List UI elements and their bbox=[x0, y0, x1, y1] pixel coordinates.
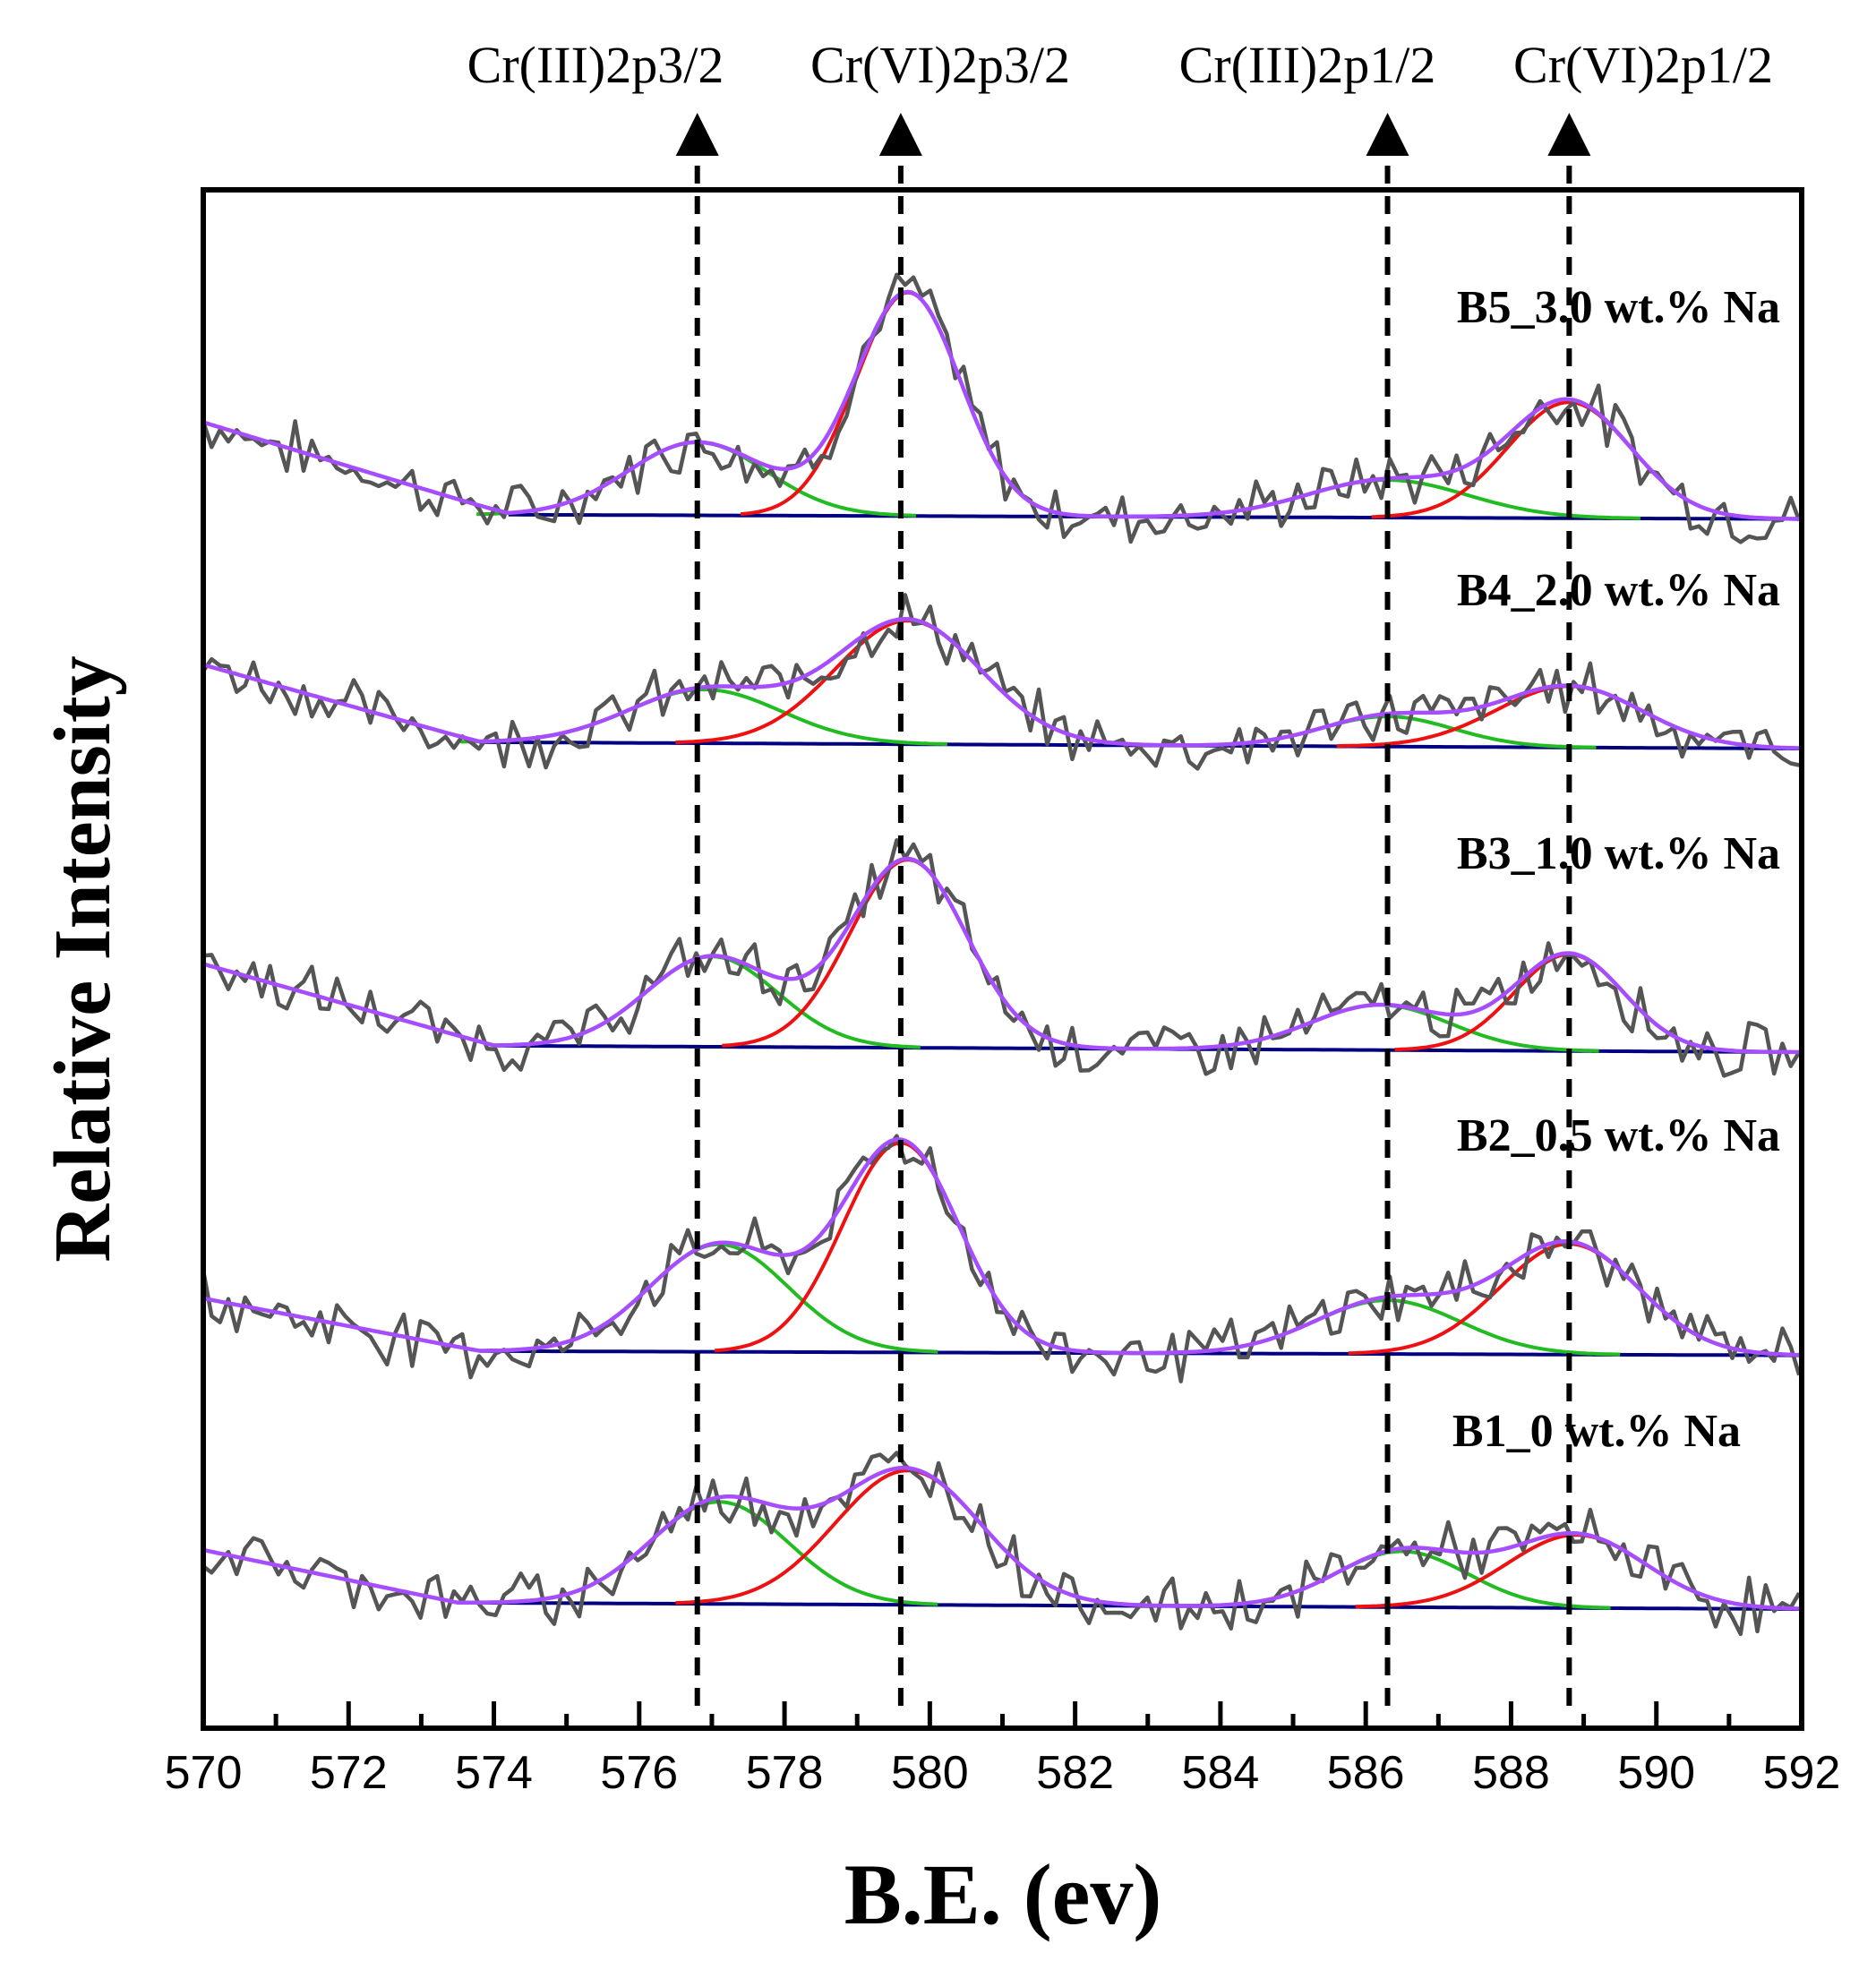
x-tick-label: 592 bbox=[1763, 1747, 1841, 1799]
x-tick-label: 586 bbox=[1327, 1747, 1405, 1799]
envelope-fit bbox=[202, 289, 1802, 521]
y-axis-title: Relative Intensity bbox=[39, 655, 127, 1262]
cr-vi-component bbox=[675, 1469, 1141, 1607]
peak-marker-label: Cr(VI)2p1/2 bbox=[1513, 36, 1773, 94]
x-tick-label: 590 bbox=[1617, 1747, 1695, 1799]
x-axis-title: B.E. (ev) bbox=[844, 1846, 1162, 1942]
spectrum-5 bbox=[201, 1451, 1803, 1637]
cr-iii-component bbox=[460, 687, 947, 746]
sample-label: B1_0 wt.% Na bbox=[1452, 1406, 1741, 1457]
spectrum-1 bbox=[201, 272, 1802, 544]
sample-label: B4_2.0 wt.% Na bbox=[1457, 565, 1780, 616]
spectrum-2 bbox=[201, 593, 1803, 771]
spectrum-3 bbox=[202, 838, 1802, 1078]
x-tick-label: 576 bbox=[600, 1747, 678, 1799]
raw-spectrum bbox=[201, 1451, 1802, 1637]
sample-label: B3_1.0 wt.% Na bbox=[1457, 828, 1780, 879]
peak-marker-label: Cr(VI)2p3/2 bbox=[810, 36, 1070, 94]
spectra-layer bbox=[201, 272, 1803, 1637]
envelope-fit bbox=[202, 617, 1803, 750]
x-tick-label: 588 bbox=[1472, 1747, 1550, 1799]
sample-labels: B5_3.0 wt.% Na B4_2.0 wt.% Na B3_1.0 wt.% … bbox=[1452, 282, 1780, 1457]
x-tick-label: 570 bbox=[165, 1747, 243, 1799]
x-tick-label: 580 bbox=[891, 1747, 969, 1799]
envelope-fit bbox=[202, 1137, 1803, 1357]
cr-iii-component bbox=[498, 1242, 938, 1354]
cr-vi-component bbox=[740, 290, 1075, 518]
x-tick-label: 574 bbox=[455, 1747, 533, 1799]
x-axis: 570 572 574 576 578 580 582 584 586 588 590 592 bbox=[165, 1701, 1841, 1799]
cr-iii-component bbox=[502, 955, 921, 1049]
sample-label: B2_0.5 wt.% Na bbox=[1457, 1110, 1780, 1161]
raw-spectrum bbox=[201, 1134, 1802, 1383]
envelope-fit bbox=[202, 856, 1802, 1055]
spectrum-4 bbox=[201, 1134, 1803, 1383]
x-tick-label: 584 bbox=[1182, 1747, 1260, 1799]
cr-iii-component bbox=[1193, 1549, 1611, 1610]
x-tick-label: 582 bbox=[1036, 1747, 1114, 1799]
sample-label: B5_3.0 wt.% Na bbox=[1457, 282, 1780, 333]
peak-marker-label: Cr(III)2p3/2 bbox=[467, 36, 724, 94]
envelope-fit bbox=[202, 1466, 1803, 1611]
x-tick-label: 578 bbox=[746, 1747, 824, 1799]
peak-marker-layer: Cr(III)2p3/2 Cr(VI)2p3/2 Cr(III)2p1/2 Cr(VI… bbox=[467, 36, 1773, 1706]
cr-vi-component bbox=[722, 858, 1093, 1049]
x-tick-label: 572 bbox=[310, 1747, 388, 1799]
peak-marker-label: Cr(III)2p1/2 bbox=[1179, 36, 1436, 94]
raw-spectrum bbox=[201, 593, 1800, 771]
